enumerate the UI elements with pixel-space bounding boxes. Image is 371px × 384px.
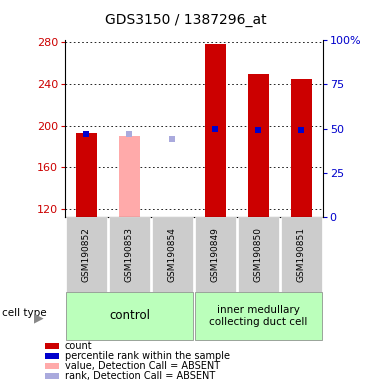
Text: GDS3150 / 1387296_at: GDS3150 / 1387296_at	[105, 13, 266, 27]
Bar	[119, 136, 140, 217]
Text: percentile rank within the sample: percentile rank within the sample	[65, 351, 230, 361]
Text: GSM190851: GSM190851	[297, 227, 306, 282]
Text: ▶: ▶	[34, 311, 44, 324]
Text: GSM190854: GSM190854	[168, 227, 177, 282]
Point	[255, 127, 261, 134]
Point	[83, 131, 89, 137]
Text: count: count	[65, 341, 92, 351]
Point	[212, 126, 218, 132]
Text: GSM190853: GSM190853	[125, 227, 134, 282]
Text: GSM190850: GSM190850	[254, 227, 263, 282]
Bar	[247, 74, 269, 217]
Text: GSM190849: GSM190849	[211, 227, 220, 282]
Point	[170, 136, 175, 142]
Text: rank, Detection Call = ABSENT: rank, Detection Call = ABSENT	[65, 371, 215, 381]
Text: inner medullary
collecting duct cell: inner medullary collecting duct cell	[209, 305, 308, 327]
Text: value, Detection Call = ABSENT: value, Detection Call = ABSENT	[65, 361, 220, 371]
Bar	[76, 133, 97, 217]
Text: GSM190852: GSM190852	[82, 227, 91, 282]
Bar	[204, 45, 226, 217]
Text: cell type: cell type	[2, 308, 46, 318]
Bar	[290, 79, 312, 217]
Text: control: control	[109, 310, 150, 322]
Point	[298, 127, 304, 134]
Point	[127, 131, 132, 137]
